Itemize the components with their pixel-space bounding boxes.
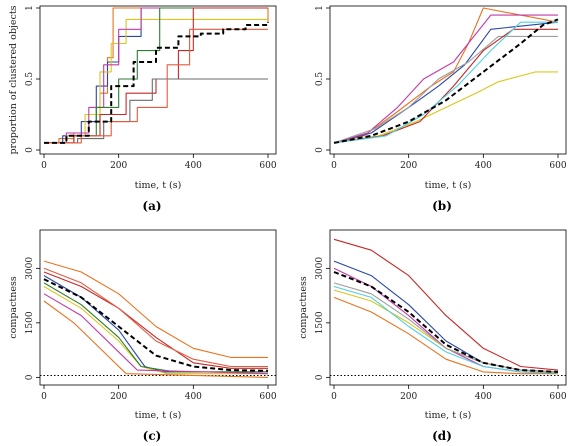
series-line-2 — [333, 21, 559, 144]
series-line-7 — [333, 285, 559, 374]
x-tick-label: 200 — [400, 392, 417, 402]
series-line-7 — [43, 267, 268, 368]
series-line-8 — [44, 28, 268, 144]
x-axis-label: time, t (s) — [425, 410, 472, 421]
panel-label: (d) — [432, 429, 452, 443]
x-tick-label: 200 — [400, 161, 417, 171]
series-line-mean — [43, 278, 269, 372]
y-tick-label: 0.5 — [25, 72, 35, 87]
series-line-7 — [333, 21, 558, 144]
y-tick-label: 0 — [25, 374, 35, 380]
x-tick-label: 0 — [41, 392, 47, 402]
x-tick-label: 0 — [41, 161, 47, 171]
series-line-6 — [333, 28, 558, 144]
series-line-1 — [333, 7, 559, 144]
y-tick-label: 0.5 — [315, 72, 325, 87]
x-tick-label: 200 — [110, 392, 127, 402]
y-tick-label: 1500 — [315, 311, 325, 334]
series-line-6 — [44, 7, 268, 144]
series-line-1 — [44, 7, 269, 144]
series-line-5 — [333, 282, 559, 373]
x-axis-label: time, t (s) — [135, 180, 182, 191]
x-tick-label: 400 — [185, 392, 202, 402]
series-line-4 — [44, 7, 268, 144]
y-tick-label: 1500 — [25, 311, 35, 334]
x-tick-label: 600 — [259, 161, 276, 171]
plot-frame — [39, 5, 277, 155]
panel-a: 0 200 400 600 0 0.5 1 time, t (s) proportion of … — [8, 5, 277, 213]
series-line-mean — [333, 18, 559, 144]
x-axis-label: time, t (s) — [425, 180, 472, 191]
series-line-2 — [43, 271, 268, 369]
panel-d: 0 200 400 600 0 1500 3000 time, t (s) compactnes… — [298, 229, 567, 443]
x-tick-label: 400 — [475, 392, 492, 402]
x-tick-label: 0 — [331, 161, 337, 171]
x-tick-label: 600 — [549, 392, 566, 402]
series-line-4 — [333, 14, 558, 144]
y-axis-label: proportion of clustered objects — [8, 5, 19, 154]
x-tick-label: 600 — [259, 392, 276, 402]
y-tick-label: 0 — [315, 147, 325, 153]
series-line-6 — [43, 293, 269, 375]
x-axis-label: time, t (s) — [135, 410, 182, 421]
series-line-4 — [43, 286, 268, 375]
plot-frame — [39, 229, 277, 386]
x-tick-label: 200 — [110, 161, 127, 171]
panel-label: (a) — [142, 199, 161, 213]
series-line-5 — [43, 282, 268, 373]
series-line-5 — [44, 7, 268, 144]
panel-b: 0 200 400 600 0 0.5 1 time, t (s) (b) — [315, 5, 567, 213]
series-line-2 — [333, 260, 559, 373]
series-line-3 — [333, 71, 558, 144]
series-line-1 — [43, 260, 268, 358]
series-line-8 — [43, 300, 269, 378]
y-tick-label: 3000 — [315, 257, 325, 280]
series-line-5 — [333, 35, 558, 144]
panel-c: 0 200 400 600 0 1500 3000 time, t (s) compactnes… — [8, 229, 277, 443]
panel-label: (b) — [432, 199, 452, 213]
y-tick-label: 1 — [25, 5, 35, 11]
plot-frame — [329, 229, 567, 386]
y-tick-label: 3000 — [25, 257, 35, 280]
x-tick-label: 600 — [549, 161, 566, 171]
panel-label: (c) — [143, 429, 162, 443]
series-line-2 — [44, 7, 268, 144]
x-tick-label: 400 — [475, 161, 492, 171]
x-tick-label: 0 — [331, 392, 337, 402]
plot-frame — [329, 5, 567, 155]
y-tick-label: 1 — [315, 5, 325, 11]
y-axis-label: compactness — [8, 276, 19, 339]
series-line-mean — [44, 22, 269, 144]
y-tick-label: 0 — [315, 374, 325, 380]
y-tick-label: 0 — [25, 147, 35, 153]
series-line-mean — [333, 271, 559, 373]
x-tick-label: 400 — [185, 161, 202, 171]
series-line-6 — [333, 296, 558, 375]
y-axis-label: compactness — [298, 276, 309, 339]
series-line-1 — [333, 238, 559, 371]
